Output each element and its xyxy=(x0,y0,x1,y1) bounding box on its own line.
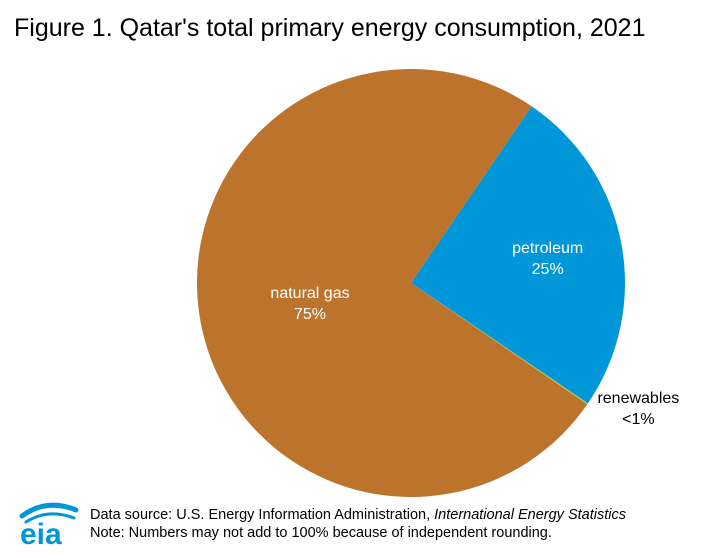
slice-value-label: 75% xyxy=(294,306,326,323)
pie-chart: natural gas 75% petroleum 25% renewables <1% xyxy=(196,68,679,498)
slice-name-label: petroleum xyxy=(512,240,583,257)
rounding-note: Note: Numbers may not add to 100% becaus… xyxy=(90,525,552,541)
source-note: Data source: U.S. Energy Information Adm… xyxy=(90,506,626,542)
chart-title: Figure 1. Qatar's total primary energy c… xyxy=(14,14,646,42)
slice-value-label: <1% xyxy=(622,411,654,428)
pie-slice-petroleum xyxy=(411,106,625,404)
logo-swoosh-icon xyxy=(19,502,79,519)
slice-name-label: renewables xyxy=(597,390,679,407)
pie-slice-renewables xyxy=(411,283,588,405)
logo-swoosh-icon xyxy=(24,512,76,524)
footer: eia Data source: U.S. Energy Information… xyxy=(0,496,719,556)
eia-logo: eia xyxy=(19,502,79,548)
pie-slice-natural-gas xyxy=(196,68,588,498)
pie-slices xyxy=(196,68,625,498)
logo-text: eia xyxy=(20,518,62,548)
source-title: International Energy Statistics xyxy=(434,507,626,523)
slice-name-label: natural gas xyxy=(270,285,349,302)
pie-labels: natural gas 75% petroleum 25% renewables <1% xyxy=(270,240,679,428)
data-source: Data source: U.S. Energy Information Adm… xyxy=(90,507,626,523)
slice-value-label: 25% xyxy=(532,261,564,278)
